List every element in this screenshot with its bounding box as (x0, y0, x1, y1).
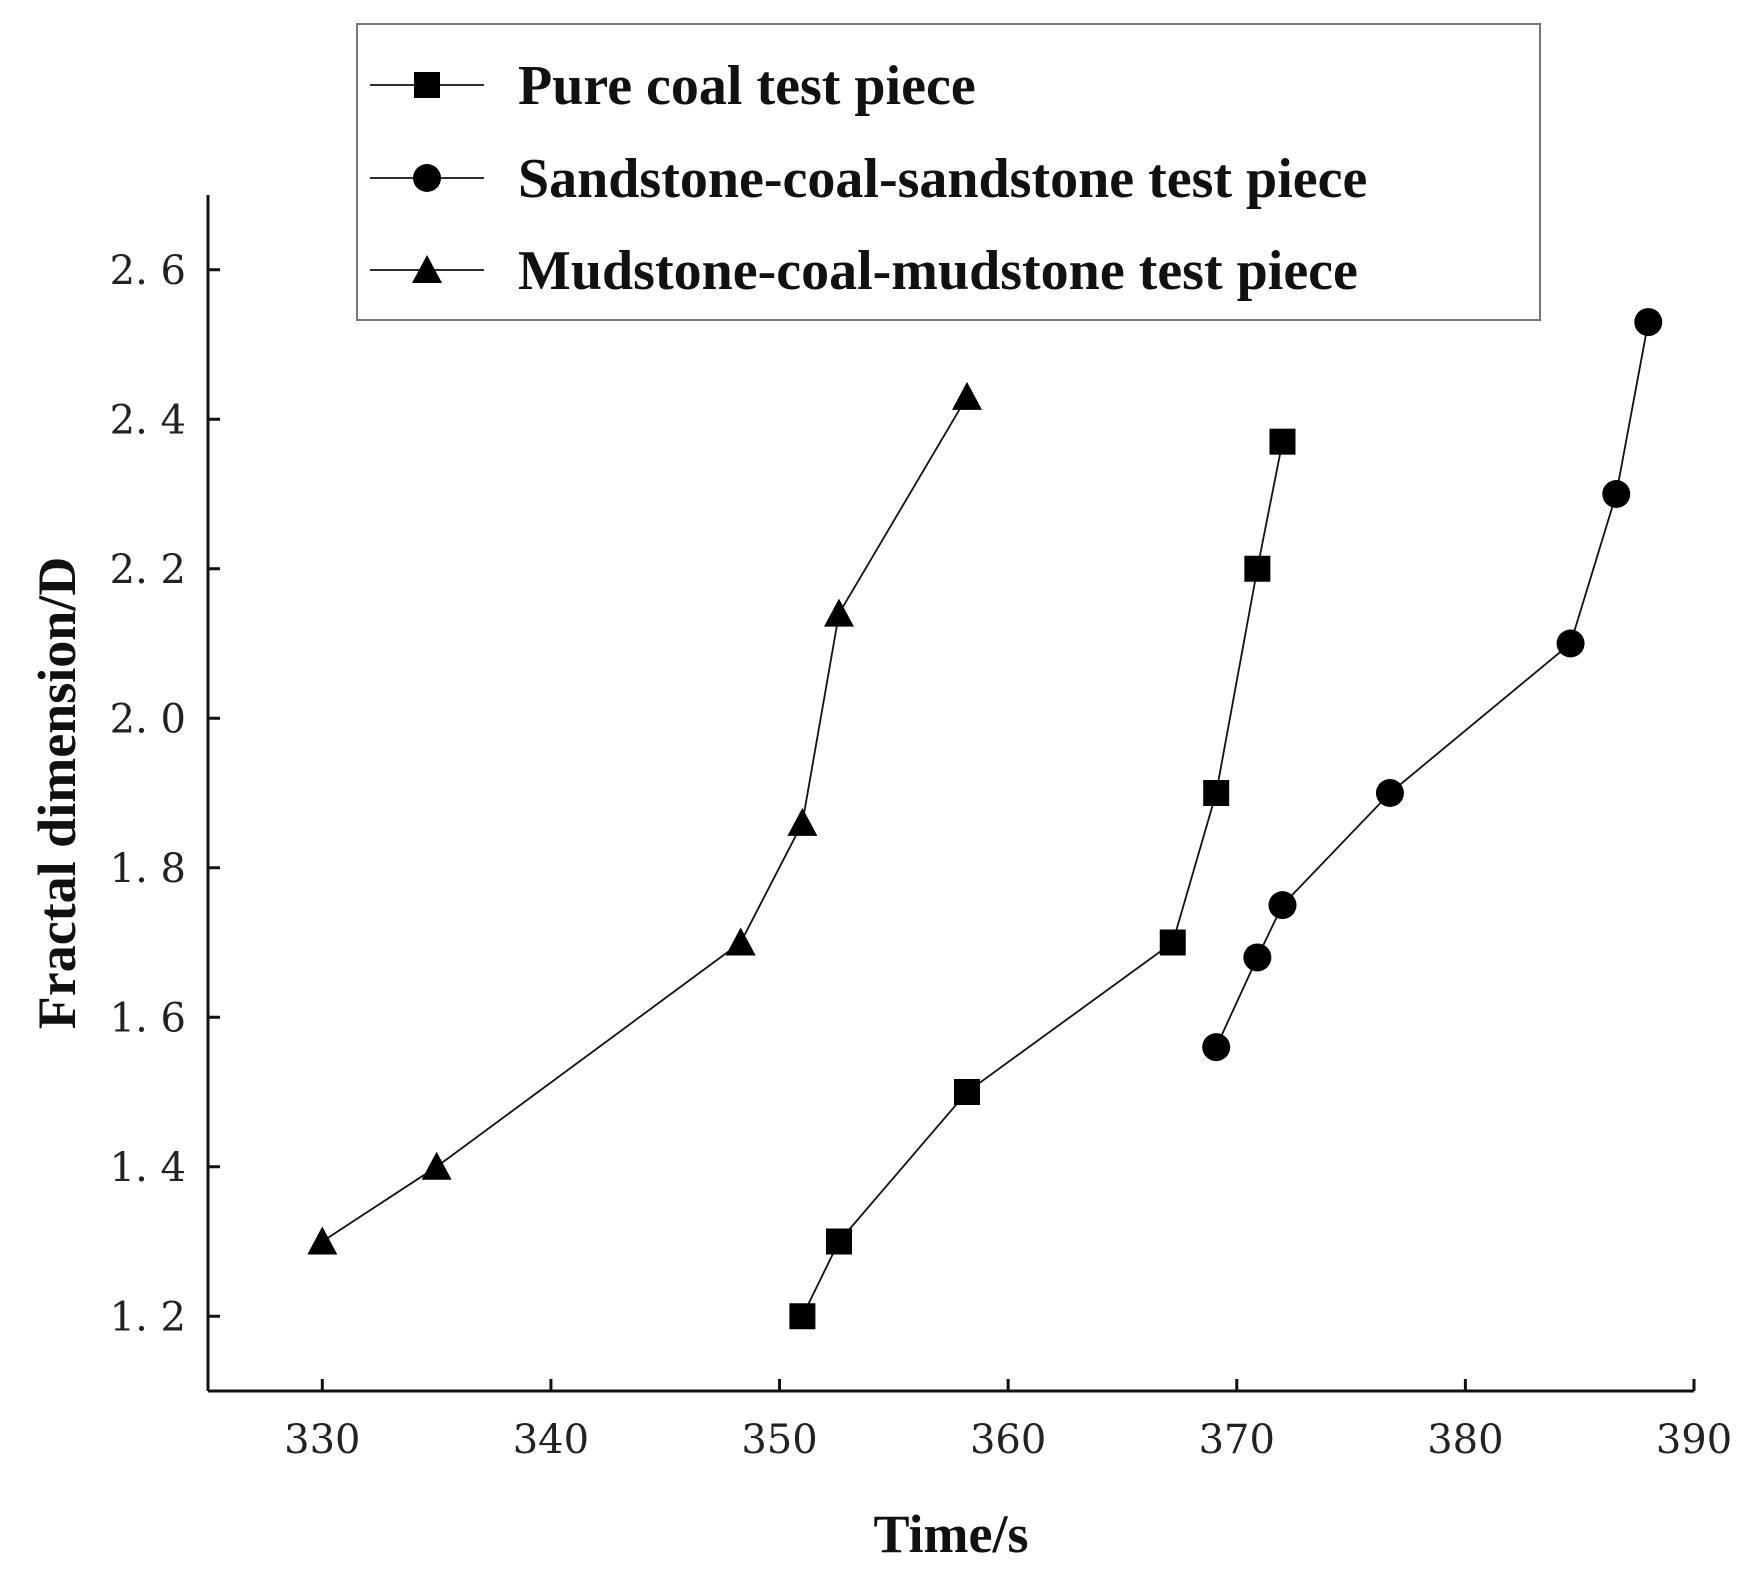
y-tick-label: 1. 6 (110, 995, 186, 1041)
axes (206, 195, 1694, 1393)
y-ticks: 1. 2 1. 4 1. 6 1. 8 2. 0 2. 2 2. 4 2. 6 (110, 248, 220, 1340)
legend: Pure coal test piece Sandstone-coal-sands… (356, 23, 1541, 321)
legend-label: Sandstone-coal-sandstone test piece (518, 148, 1367, 210)
series-circle (1202, 308, 1663, 1062)
series-square (789, 428, 1296, 1330)
y-tick-label: 2. 0 (110, 696, 186, 742)
y-axis-title: Fractal dimension/D (27, 557, 87, 1029)
legend-label: Pure coal test piece (518, 55, 976, 117)
legend-entries: Pure coal test piece Sandstone-coal-sands… (370, 55, 1367, 302)
legend-box (356, 23, 1541, 321)
data-point-triangle (307, 1226, 338, 1255)
data-point-triangle (787, 807, 818, 836)
data-point-square (1244, 555, 1271, 582)
data-point-square (1269, 428, 1296, 455)
data-point-square (825, 1228, 852, 1255)
series-line (801, 441, 1284, 1317)
x-axis-title: Time/s (873, 1504, 1028, 1564)
y-tick-label: 1. 8 (110, 846, 186, 892)
x-tick-label: 380 (1427, 1417, 1503, 1463)
data-point-triangle (725, 927, 756, 956)
series-triangle (307, 381, 983, 1255)
data-point-circle (1556, 629, 1585, 658)
x-ticks: 330 340 350 360 370 380 390 (284, 1379, 1732, 1463)
data-point-triangle (823, 598, 854, 627)
series-line (321, 396, 968, 1243)
series-layer (307, 308, 1663, 1330)
x-tick-label: 370 (1199, 1417, 1275, 1463)
y-tick-label: 1. 4 (110, 1145, 186, 1191)
legend-marker-square (414, 72, 440, 98)
x-tick-label: 340 (513, 1417, 589, 1463)
y-tick-label: 2. 2 (110, 547, 186, 593)
data-point-square (1203, 780, 1230, 806)
data-point-triangle (952, 381, 983, 410)
data-point-circle (1243, 943, 1272, 972)
data-point-square (1159, 929, 1186, 956)
legend-marker-triangle (412, 255, 442, 283)
x-tick-label: 390 (1656, 1417, 1732, 1463)
x-tick-label: 350 (741, 1417, 817, 1463)
data-point-triangle (421, 1151, 452, 1180)
x-tick-label: 330 (284, 1417, 360, 1463)
data-point-circle (1268, 891, 1297, 920)
y-tick-label: 2. 4 (110, 397, 186, 443)
data-point-square (789, 1303, 816, 1330)
legend-marker-circle (413, 164, 441, 192)
y-tick-label: 2. 6 (110, 248, 186, 294)
data-point-square (954, 1079, 981, 1105)
x-tick-label: 360 (970, 1417, 1046, 1463)
data-point-circle (1634, 308, 1663, 337)
data-point-circle (1375, 779, 1404, 807)
legend-label: Mudstone-coal-mudstone test piece (518, 240, 1358, 302)
data-point-circle (1202, 1033, 1231, 1062)
y-tick-label: 1. 2 (110, 1294, 186, 1340)
data-point-circle (1602, 480, 1631, 508)
